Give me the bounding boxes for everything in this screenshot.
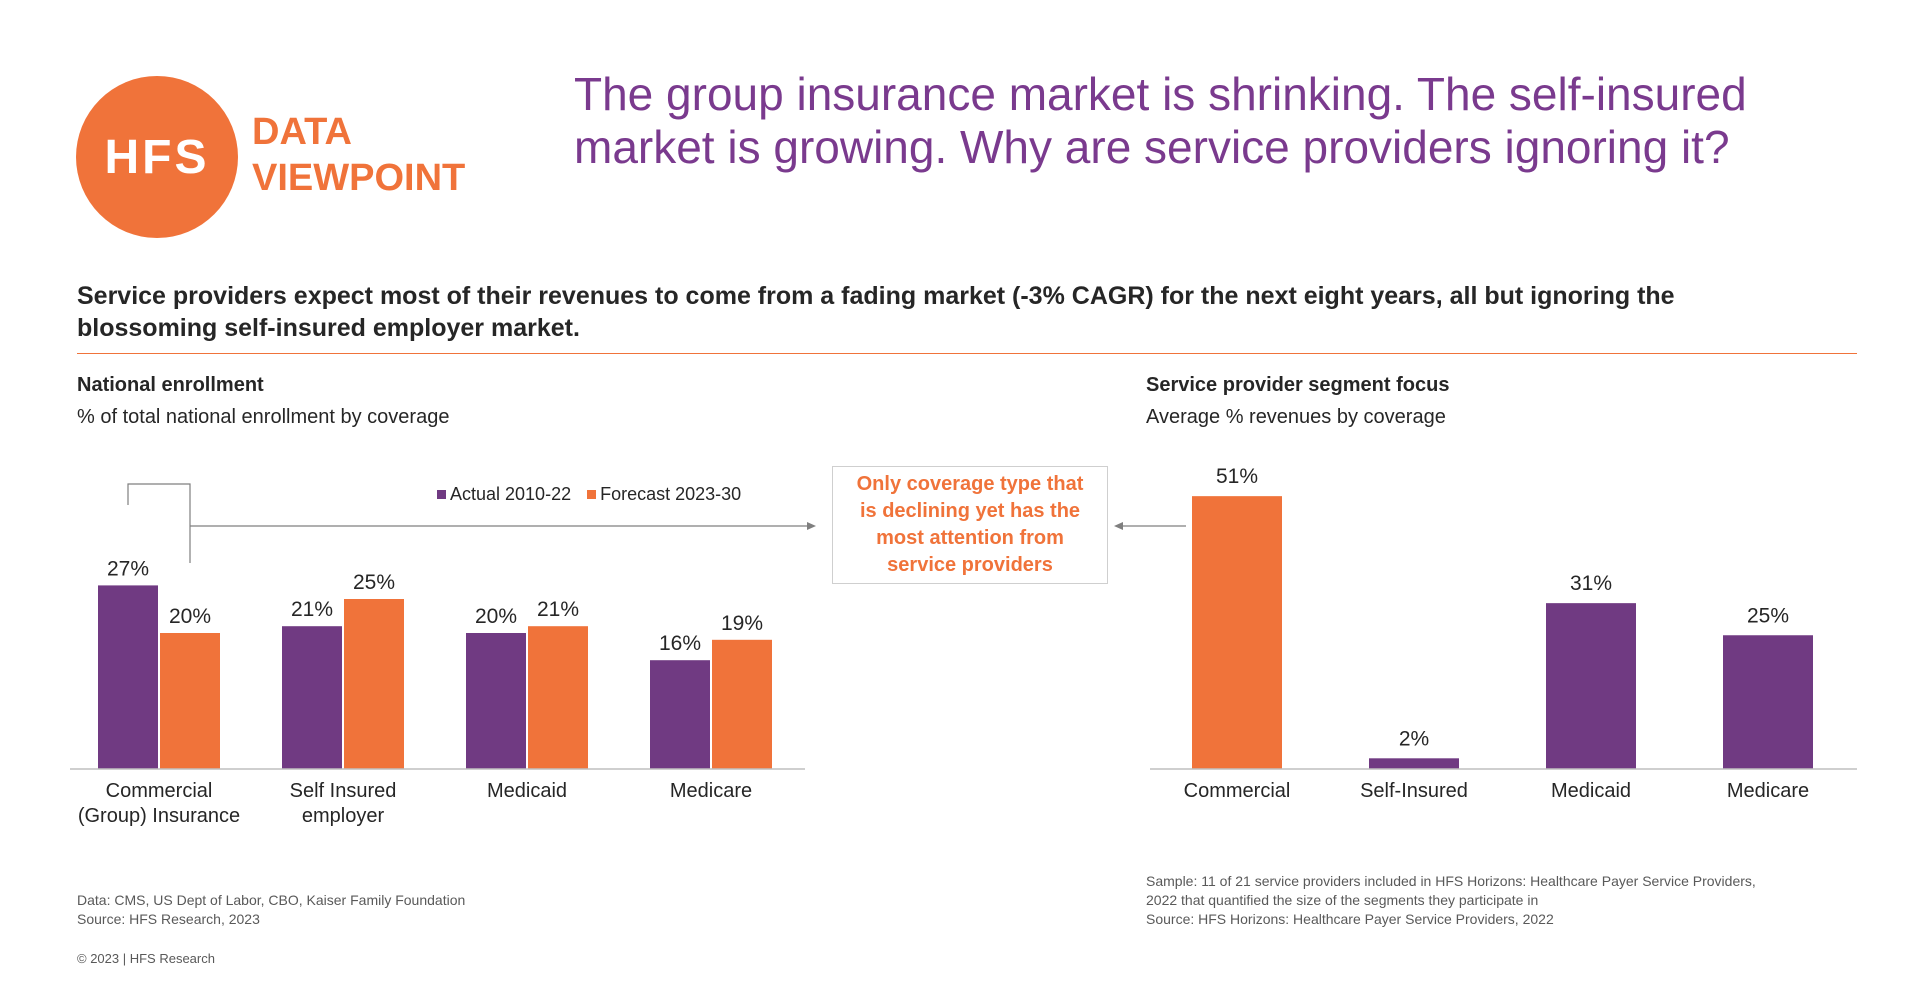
- segment-focus-chart: 51% 2% 31% 25% Commercial Self-Insured Medica…: [1114, 465, 1857, 802]
- bar-actual-2: [466, 633, 526, 769]
- right-footnote: Sample: 11 of 21 service providers inclu…: [1146, 872, 1756, 929]
- hfs-logo: HFS: [76, 76, 238, 238]
- legend-swatch-actual: [437, 490, 446, 499]
- legend-label-actual: Actual 2010-22: [450, 484, 572, 504]
- bar-forecast-0: [160, 633, 220, 769]
- left-footnote: Data: CMS, US Dept of Labor, CBO, Kaiser…: [77, 891, 465, 929]
- data-label: 31%: [1570, 572, 1612, 595]
- legend-label-forecast: Forecast 2023-30: [600, 484, 742, 504]
- callout-connector-right: [1114, 522, 1186, 530]
- right-footnote-line1: Sample: 11 of 21 service providers inclu…: [1146, 873, 1756, 889]
- category-label: Self-Insured: [1360, 780, 1468, 802]
- logo-subtitle-line2: VIEWPOINT: [252, 157, 466, 199]
- left-footnote-source: Source: HFS Research, 2023: [77, 911, 260, 927]
- headline: The group insurance market is shrinking.…: [574, 68, 1894, 174]
- callout-line2: is declining yet has the: [859, 500, 1081, 522]
- bar-medicaid: [1546, 603, 1636, 769]
- category-label: Medicare: [670, 780, 752, 802]
- legend-item-forecast: Forecast 2023-30: [587, 484, 741, 505]
- category-label: Commercial: [1184, 780, 1291, 802]
- data-label: 16%: [659, 632, 701, 655]
- divider-rule: [77, 353, 1857, 354]
- logo-text: HFS: [104, 130, 210, 184]
- left-footnote-data: Data: CMS, US Dept of Labor, CBO, Kaiser…: [77, 892, 466, 908]
- chart-legend: Actual 2010-22 Forecast 2023-30: [437, 484, 757, 505]
- bar-actual-0: [98, 585, 158, 769]
- legend-swatch-forecast: [587, 490, 597, 499]
- category-label: Commercial: [106, 780, 213, 802]
- headline-line1: The group insurance market is shrinking.…: [574, 68, 1747, 120]
- subhead: Service providers expect most of their r…: [77, 280, 1837, 344]
- data-label: 20%: [169, 605, 211, 628]
- bar-forecast-3: [712, 639, 772, 769]
- logo-subtitle-line1: DATA: [252, 111, 352, 153]
- bar-forecast-1: [344, 599, 404, 769]
- callout-box: Only coverage type that is declining yet…: [832, 466, 1108, 584]
- bar-forecast-2: [528, 626, 588, 769]
- data-label: 51%: [1216, 465, 1258, 488]
- data-label: 2%: [1399, 727, 1429, 750]
- legend-item-actual: Actual 2010-22: [437, 484, 571, 505]
- copyright: © 2023 | HFS Research: [77, 951, 215, 966]
- logo-subtitle: DATA VIEWPOINT: [252, 109, 465, 201]
- bar-commercial: [1192, 496, 1282, 769]
- category-label: (Group) Insurance: [78, 805, 240, 827]
- category-label: Self Insured: [290, 780, 397, 802]
- left-panel-title: National enrollment: [77, 374, 264, 396]
- data-label: 21%: [291, 598, 333, 621]
- callout-line4: service providers: [887, 554, 1053, 576]
- data-label: 20%: [475, 605, 517, 628]
- callout-line1: Only coverage type that: [856, 473, 1084, 495]
- subhead-line1: Service providers expect most of their r…: [77, 282, 1675, 310]
- right-footnote-source: Source: HFS Horizons: Healthcare Payer S…: [1146, 911, 1554, 927]
- data-label: 21%: [537, 598, 579, 621]
- data-label: 25%: [353, 571, 395, 594]
- category-label: employer: [302, 805, 385, 827]
- right-panel-subtitle: Average % revenues by coverage: [1146, 406, 1446, 428]
- bar-self-insured: [1369, 758, 1459, 769]
- data-label: 25%: [1747, 604, 1789, 627]
- callout-connector-left: [127, 483, 816, 563]
- callout-line3: most attention from: [876, 527, 1064, 549]
- headline-line2: market is growing. Why are service provi…: [574, 121, 1730, 173]
- category-label: Medicaid: [487, 780, 567, 802]
- right-footnote-line2: 2022 that quantified the size of the seg…: [1146, 892, 1539, 908]
- subhead-line2: blossoming self-insured employer market.: [77, 314, 580, 342]
- national-enrollment-chart: 27% 20% 21% 25% 20% 21% 16% 19% Commercial (Grou…: [70, 483, 816, 827]
- bar-medicare: [1723, 635, 1813, 769]
- left-panel-subtitle: % of total national enrollment by covera…: [77, 406, 450, 428]
- category-label: Medicaid: [1551, 780, 1631, 802]
- data-label: 19%: [721, 612, 763, 635]
- bar-actual-1: [282, 626, 342, 769]
- right-panel-title: Service provider segment focus: [1146, 374, 1450, 396]
- data-label: 27%: [107, 557, 149, 580]
- bar-actual-3: [650, 660, 710, 769]
- category-label: Medicare: [1727, 780, 1809, 802]
